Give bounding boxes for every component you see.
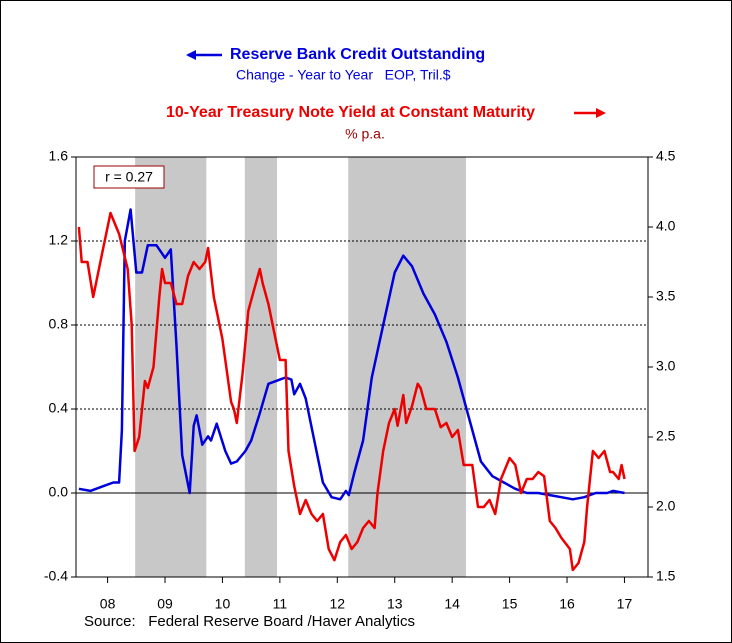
y-tick-label: 1.6 bbox=[49, 148, 69, 164]
y2-tick-label: 3.5 bbox=[656, 288, 676, 304]
y2-tick-label: 3.0 bbox=[656, 358, 676, 374]
y-tick-label: 0.8 bbox=[49, 316, 69, 332]
x-tick-label: 16 bbox=[559, 596, 575, 612]
x-tick-label: 12 bbox=[330, 596, 346, 612]
shaded-period bbox=[135, 157, 207, 577]
y2-tick-label: 2.5 bbox=[656, 428, 676, 444]
series-line bbox=[78, 208, 625, 501]
y2-tick-label: 2.0 bbox=[656, 498, 676, 514]
x-tick-label: 15 bbox=[502, 596, 518, 612]
x-tick-label: 17 bbox=[617, 596, 633, 612]
shaded-period bbox=[348, 157, 466, 577]
source: Source: Federal Reserve Board /Haver Ana… bbox=[84, 613, 415, 630]
y-tick-label: 0.4 bbox=[49, 400, 69, 416]
y2-tick-label: 4.0 bbox=[656, 218, 676, 234]
x-tick-label: 08 bbox=[100, 596, 116, 612]
y-tick-label: 1.2 bbox=[49, 232, 69, 248]
legend-units: Change - Year to Year EOP, Tril.$ bbox=[236, 67, 451, 83]
legend-units: % p.a. bbox=[345, 126, 385, 142]
y-tick-label: 0.0 bbox=[49, 484, 69, 500]
x-tick-label: 11 bbox=[273, 596, 288, 612]
plot-border bbox=[75, 156, 649, 578]
annotation: r = 0.27 bbox=[105, 169, 153, 185]
series-line bbox=[77, 211, 626, 572]
annotation-box bbox=[93, 165, 165, 189]
legend-arrow-head bbox=[186, 50, 196, 60]
x-tick-label: 09 bbox=[157, 596, 173, 612]
x-tick-label: 10 bbox=[215, 596, 231, 612]
legend-title: Reserve Bank Credit Outstanding bbox=[230, 46, 485, 63]
y2-tick-label: 4.5 bbox=[656, 148, 676, 164]
legend-arrow-head bbox=[596, 108, 606, 118]
shaded-period bbox=[244, 157, 278, 577]
x-tick-label: 14 bbox=[444, 596, 460, 612]
legend-title: 10-Year Treasury Note Yield at Constant … bbox=[166, 104, 535, 121]
x-tick-label: 13 bbox=[387, 596, 403, 612]
y-tick-label: -0.4 bbox=[44, 568, 68, 584]
y2-tick-label: 1.5 bbox=[656, 568, 676, 584]
